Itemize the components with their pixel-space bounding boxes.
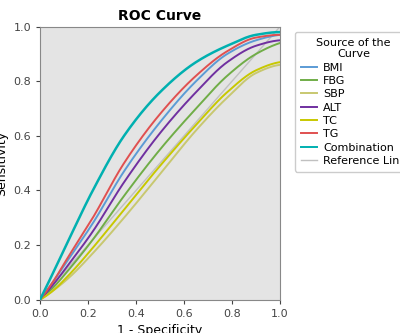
Y-axis label: Sensitivity: Sensitivity bbox=[0, 131, 8, 196]
X-axis label: 1 - Specificity: 1 - Specificity bbox=[117, 324, 203, 333]
Legend: BMI, FBG, SBP, ALT, TC, TG, Combination, Reference Line: BMI, FBG, SBP, ALT, TC, TG, Combination,… bbox=[295, 32, 400, 171]
Title: ROC Curve: ROC Curve bbox=[118, 9, 202, 23]
